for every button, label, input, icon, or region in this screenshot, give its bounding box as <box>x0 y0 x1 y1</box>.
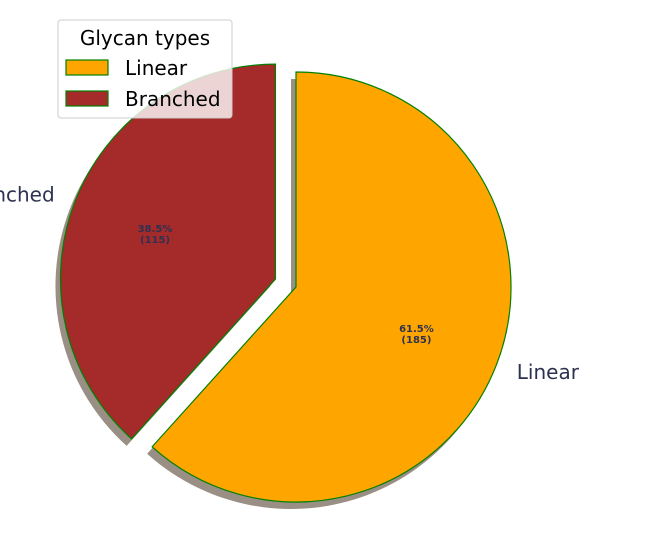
legend: Glycan types Linear Branched <box>57 19 233 119</box>
percent-label-linear: 61.5% <box>399 324 434 335</box>
legend-swatch-linear <box>65 59 109 76</box>
legend-label-branched: Branched <box>125 87 221 111</box>
legend-label-linear: Linear <box>125 56 188 80</box>
legend-swatch-branched <box>65 90 109 107</box>
count-label-linear: (185) <box>401 335 431 346</box>
slice-labels: Linear 61.5%(185) Branched 38.5%(115) <box>0 182 580 383</box>
slice-linear <box>151 71 512 503</box>
count-label-branched: (115) <box>140 235 170 246</box>
legend-title: Glycan types <box>80 26 210 50</box>
percent-label-branched: 38.5% <box>138 224 173 235</box>
category-label-branched: Branched <box>0 182 55 206</box>
category-label-linear: Linear <box>517 360 580 384</box>
pie-slices <box>59 63 512 503</box>
